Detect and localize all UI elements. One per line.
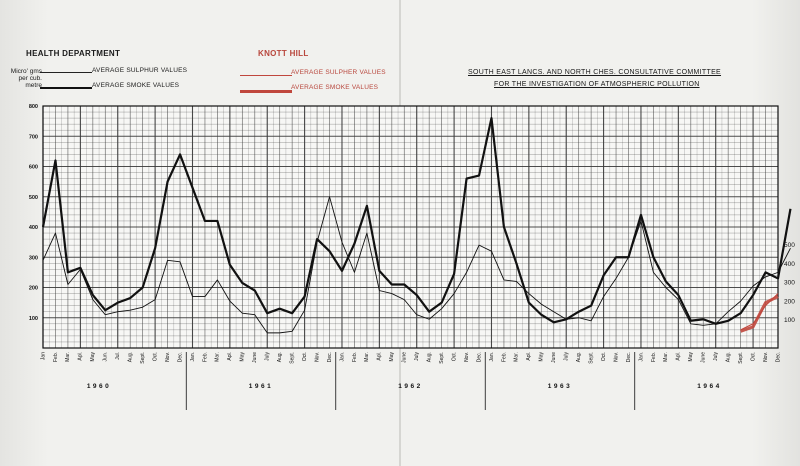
month-tick-label: Feb. <box>352 352 358 362</box>
month-tick-label: Apl. <box>227 352 233 361</box>
month-tick-label: Aug. <box>277 352 283 362</box>
month-tick-label: Feb. <box>651 352 657 362</box>
unit-label-line: per cub. <box>18 75 43 82</box>
month-tick-label: May <box>539 352 545 362</box>
month-tick-label: Nov. <box>763 352 769 362</box>
year-label: 1964 <box>697 383 721 390</box>
month-tick-label: Dec. <box>626 352 632 362</box>
month-tick-label: Mar. <box>514 352 520 362</box>
month-tick-label: Mar. <box>663 352 669 362</box>
month-tick-label: Jan. <box>638 352 644 361</box>
y-tick-label-left: 400 <box>29 225 38 231</box>
health-department-title: HEALTH DEPARTMENT <box>26 49 121 58</box>
month-tick-label: Jan. <box>339 352 345 361</box>
y-tick-label-left: 600 <box>29 165 38 171</box>
y-tick-label-left: 300 <box>29 255 38 261</box>
month-tick-label: Sept. <box>289 352 295 364</box>
month-tick-label: May <box>389 352 395 362</box>
month-tick-label: Jan. <box>190 352 196 361</box>
month-tick-label: Dec. <box>476 352 482 362</box>
month-tick-label: Apl. <box>526 352 532 361</box>
month-tick-label: Oct. <box>451 352 457 361</box>
y-tick-label-left: 700 <box>29 134 38 140</box>
month-tick-label: June <box>701 352 707 363</box>
month-tick-label: Jan <box>40 352 46 360</box>
month-tick-label: May <box>240 352 246 362</box>
month-tick-label: Aug. <box>725 352 731 362</box>
legend-swatch-hd-smoke <box>40 87 92 89</box>
month-tick-label: Aug. <box>576 352 582 362</box>
month-tick-label: Oct. <box>750 352 756 361</box>
month-tick-label: Jan. <box>489 352 495 361</box>
y-tick-label-right: 300 <box>784 280 795 287</box>
legend-swatch-kh-sulphur <box>240 75 292 76</box>
month-tick-label: Nov. <box>613 352 619 362</box>
y-tick-label-right: 500 <box>784 242 795 249</box>
legend-swatch-hd-sulphur <box>40 72 92 73</box>
month-tick-label: Aug. <box>427 352 433 362</box>
month-tick-label: Dec. <box>327 352 333 362</box>
month-tick-label: Feb. <box>53 352 59 362</box>
committee-line-2: FOR THE INVESTIGATION OF ATMOSPHERIC POL… <box>494 81 700 88</box>
month-tick-label: May <box>90 352 96 362</box>
y-tick-label-right: 400 <box>784 261 795 268</box>
month-tick-label: Sept. <box>140 352 146 364</box>
legend-label-hd-sulphur: AVERAGE SULPHUR VALUES <box>92 67 188 74</box>
month-tick-label: July <box>414 352 420 361</box>
month-tick-label: Nov. <box>464 352 470 362</box>
year-label: 1960 <box>87 383 111 390</box>
month-tick-label: Oct. <box>601 352 607 361</box>
series-line-hd-smoke <box>41 116 792 325</box>
unit-label: Micro' gms per cub. metre <box>4 68 42 89</box>
legend-label-kh-smoke: AVERAGE SMOKE VALUES <box>291 84 379 91</box>
legend-swatch-kh-smoke <box>240 90 292 93</box>
month-tick-label: June <box>252 352 258 363</box>
month-tick-label: July <box>713 352 719 361</box>
y-tick-label-left: 800 <box>29 104 38 110</box>
month-tick-label: Oct. <box>152 352 158 361</box>
legend-label-kh-sulphur: AVERAGE SULPHER VALUES <box>291 69 386 76</box>
month-tick-label: Oct. <box>302 352 308 361</box>
month-tick-label: Nov. <box>165 352 171 362</box>
month-tick-label: Sept. <box>439 352 445 364</box>
month-tick-label: Sept. <box>738 352 744 364</box>
y-tick-label-right: 200 <box>784 298 795 305</box>
month-tick-label: June <box>402 352 408 363</box>
month-tick-label: Jul. <box>115 352 121 360</box>
y-tick-label-left: 100 <box>29 316 38 322</box>
month-tick-label: Mar. <box>65 352 71 362</box>
month-tick-label: July <box>564 352 570 361</box>
month-tick-label: Dec. <box>775 352 781 362</box>
month-tick-label: Jun. <box>103 352 109 361</box>
month-tick-label: Nov. <box>314 352 320 362</box>
year-label: 1962 <box>398 383 422 390</box>
y-tick-label-left: 500 <box>29 195 38 201</box>
legend-label-hd-smoke: AVERAGE SMOKE VALUES <box>92 82 180 89</box>
month-tick-label: Feb. <box>202 352 208 362</box>
y-tick-label-left: 200 <box>29 286 38 292</box>
committee-line-1: SOUTH EAST LANCS. AND NORTH CHES. CONSUL… <box>468 69 722 76</box>
unit-label-line: Micro' gms <box>10 68 42 75</box>
month-tick-label: Apl. <box>377 352 383 361</box>
y-tick-label-right: 100 <box>784 317 795 324</box>
month-tick-label: Aug. <box>128 352 134 362</box>
month-tick-label: Apl. <box>676 352 682 361</box>
year-label: 1963 <box>548 383 572 390</box>
month-tick-label: Mar. <box>364 352 370 362</box>
knott-hill-title: KNOTT HILL <box>258 49 309 58</box>
month-tick-label: Sept. <box>588 352 594 364</box>
unit-label-line: metre <box>25 82 42 89</box>
month-tick-label: July <box>265 352 271 361</box>
month-tick-label: Apl. <box>78 352 84 361</box>
series-line-kh-sulphur <box>740 293 779 331</box>
series-line-hd-sulphur <box>42 196 791 334</box>
month-tick-label: Feb. <box>501 352 507 362</box>
month-tick-label: Dec. <box>177 352 183 362</box>
month-tick-label: May <box>688 352 694 362</box>
month-tick-label: Mar. <box>215 352 221 362</box>
year-label: 1961 <box>249 383 273 390</box>
month-tick-label: June <box>551 352 557 363</box>
